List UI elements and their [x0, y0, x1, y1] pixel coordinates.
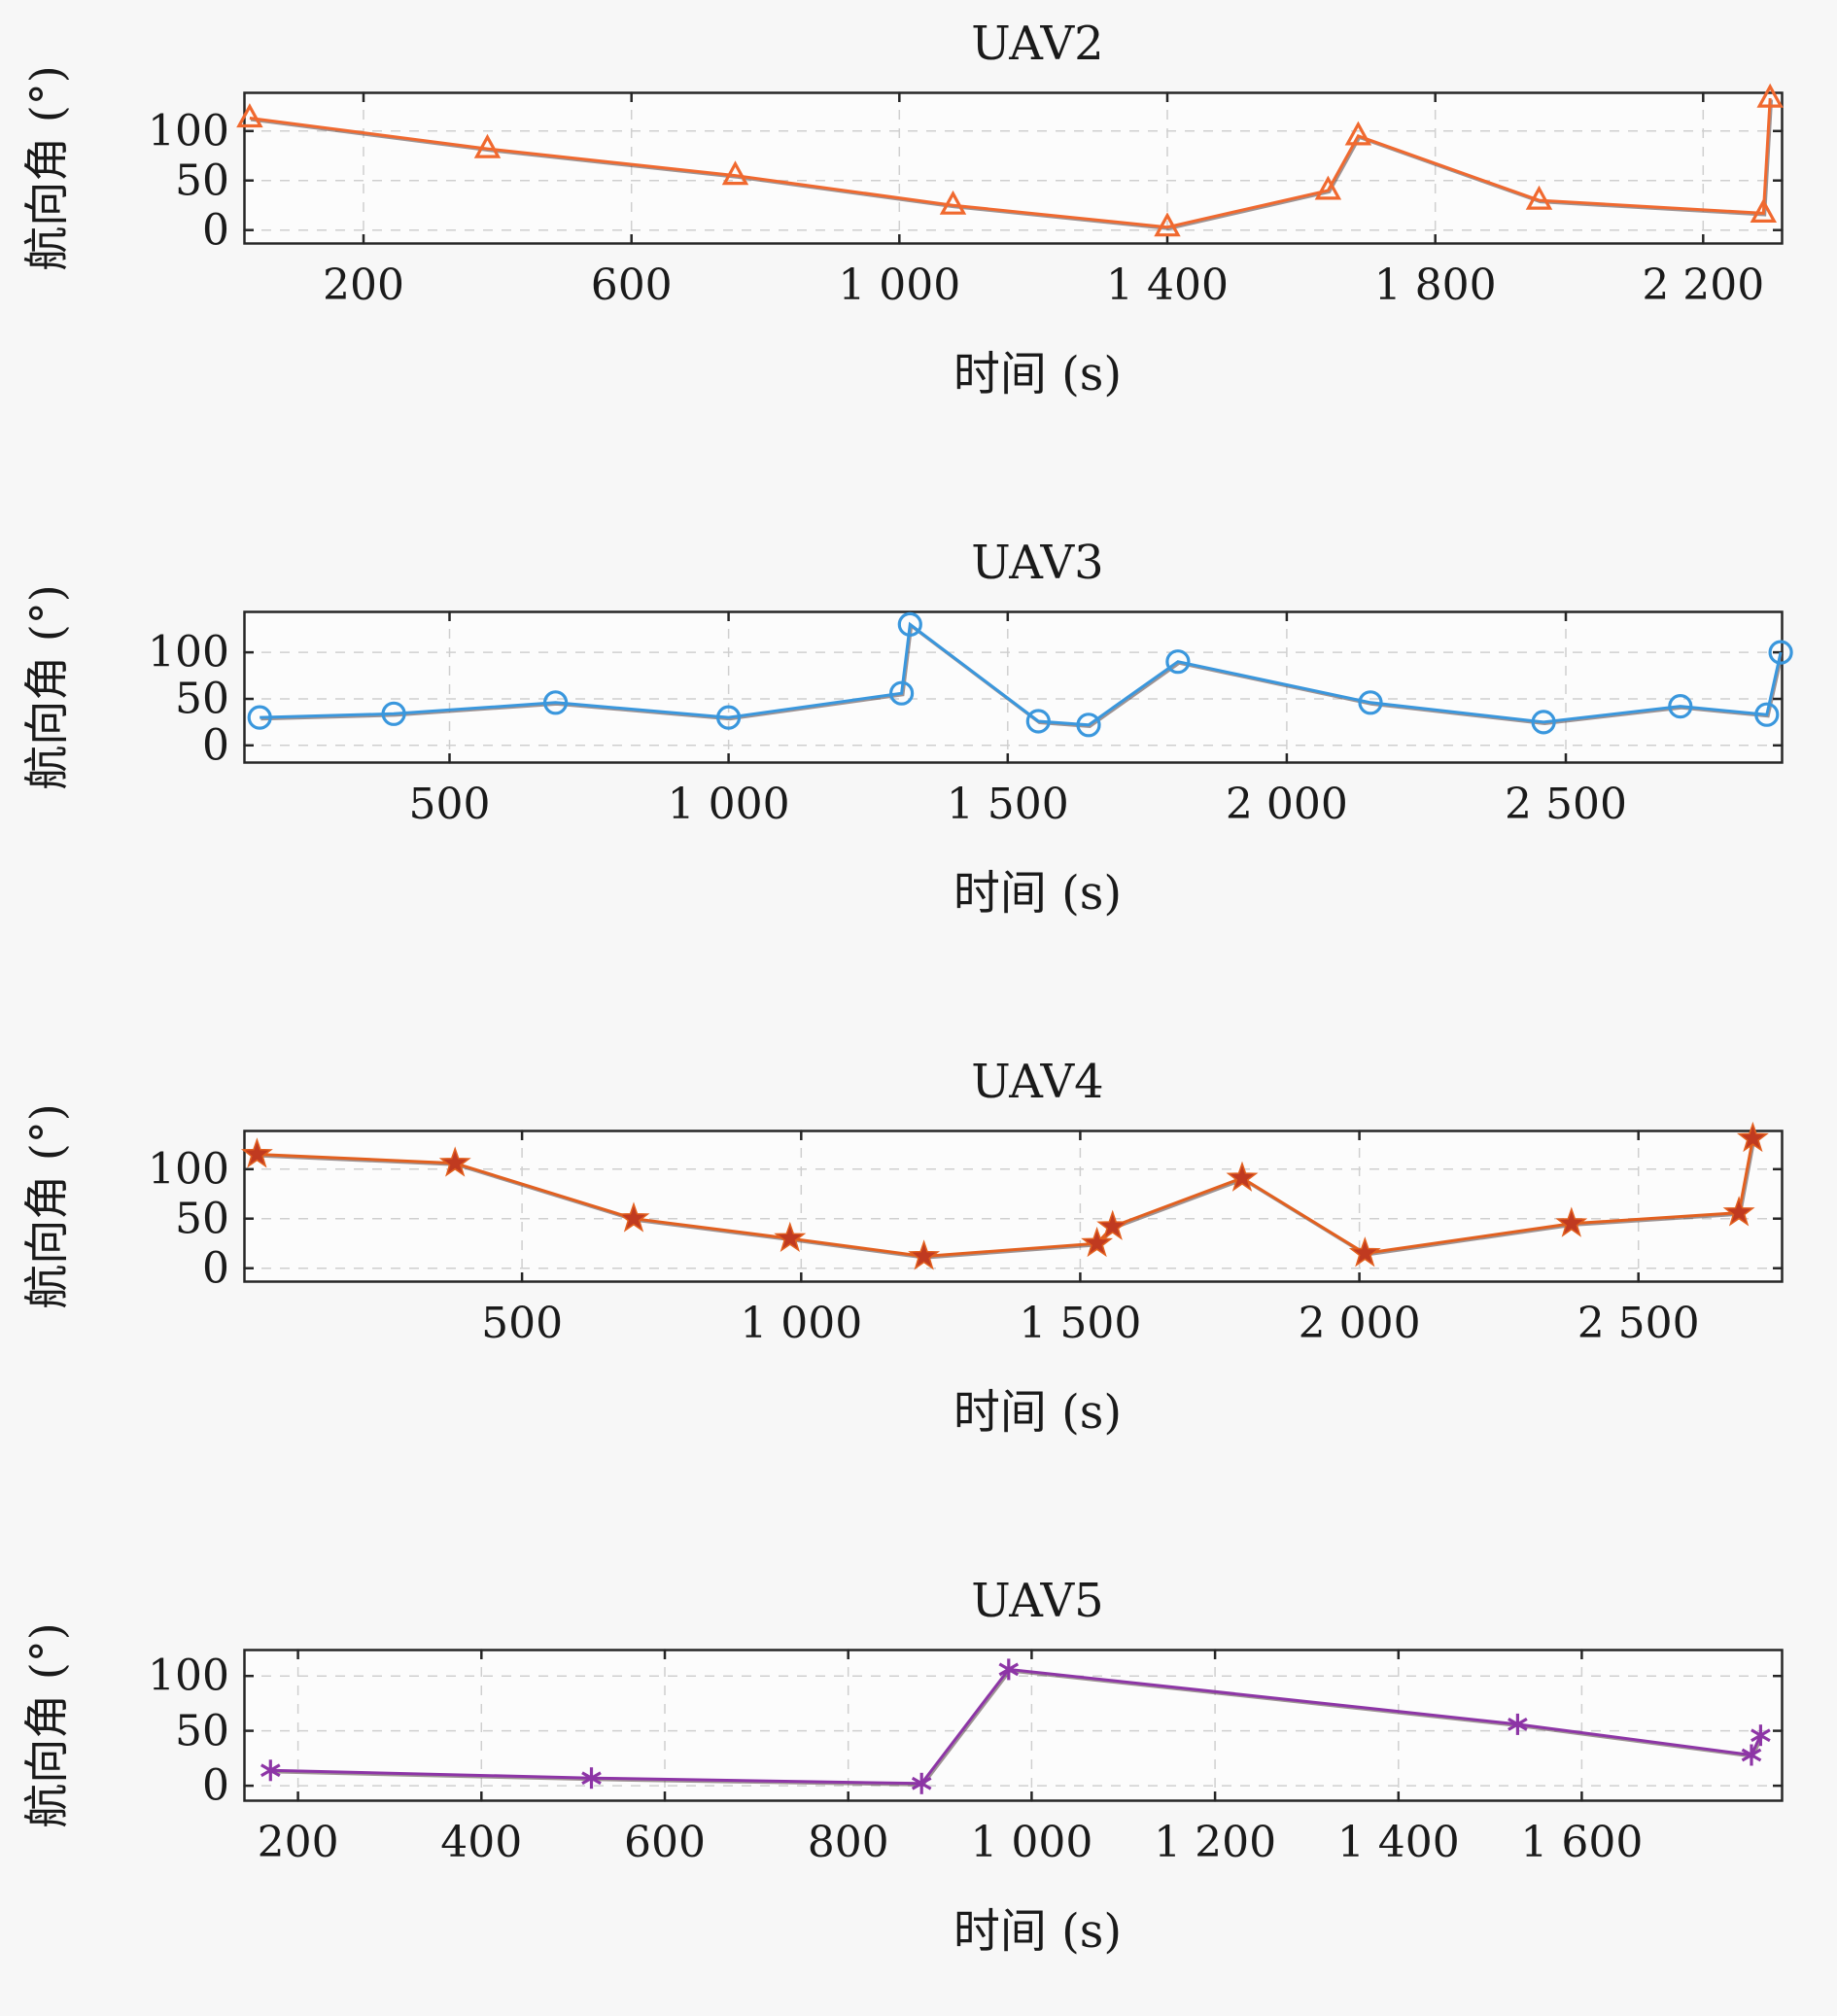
y-tick-label: 0: [202, 720, 229, 771]
plot-row: 航向角 (°) 0 50 100 200 600 1 000 1 400 1 800 2 20…: [0, 65, 1837, 317]
x-axis-label: 时间 (s): [953, 347, 1123, 401]
chart-uav4: UAV4 航向角 (°) 0 50 100 500 1 000 1 500 2 000 2 …: [0, 1054, 1837, 1557]
y-tick-label: 50: [175, 674, 229, 724]
plot-row: 航向角 (°) 0 50 100 500 1 000 1 500 2 000 2 500: [0, 584, 1837, 836]
x-tick-labels: 200 600 1 000 1 400 1 800 2 200: [243, 261, 1784, 317]
x-tick-label: 1 600: [1520, 1818, 1644, 1867]
y-tick-label: 50: [175, 1706, 229, 1756]
x-tick-label: 600: [590, 261, 673, 310]
chart-uav5: UAV5 航向角 (°) 0 50 100 200 400 600 800 1 000 1 2…: [0, 1573, 1837, 2016]
plot-row: 航向角 (°) 0 50 100 200 400 600 800 1 000 1 200 1 4…: [0, 1622, 1837, 1874]
plot-row: 航向角 (°) 0 50 100 500 1 000 1 500 2 000 2 500: [0, 1103, 1837, 1355]
x-tick-label: 1 000: [740, 1299, 863, 1348]
x-tick-label: 1 500: [1019, 1299, 1142, 1348]
x-tick-labels: 500 1 000 1 500 2 000 2 500: [243, 780, 1784, 836]
plot-wrap: 200 400 600 800 1 000 1 200 1 400 1 600: [243, 1649, 1784, 1874]
x-tick-label: 200: [323, 261, 404, 310]
y-tick-label: 100: [148, 106, 229, 156]
x-tick-label: 200: [257, 1818, 339, 1867]
chart-title-uav5: UAV5: [971, 1574, 1104, 1628]
y-tick-label: 100: [148, 1144, 229, 1195]
x-tick-label: 2 000: [1225, 780, 1348, 829]
y-tick-labels: 0 50 100: [87, 91, 243, 255]
y-axis-label: 航向角 (°): [0, 65, 87, 271]
plot-wrap: 500 1 000 1 500 2 000 2 500: [243, 610, 1793, 836]
chart-uav2: UAV2 航向角 (°) 0 50 100 200 600 1 000 1 400 1 80…: [0, 16, 1837, 519]
x-tick-label: 500: [481, 1299, 564, 1348]
x-tick-label: 1 400: [1106, 261, 1229, 310]
y-axis-label-text: 航向角 (°): [20, 1622, 73, 1828]
chart-title-uav4: UAV4: [971, 1055, 1104, 1109]
plot-wrap: 200 600 1 000 1 400 1 800 2 200: [236, 83, 1784, 317]
plot-wrap: 500 1 000 1 500 2 000 2 500: [240, 1121, 1784, 1355]
y-tick-labels: 0 50 100: [87, 1649, 243, 1811]
x-tick-label: 800: [807, 1818, 889, 1867]
plot-canvas-uav2: [236, 83, 1784, 245]
y-tick-labels: 0 50 100: [87, 610, 243, 771]
y-tick-label: 50: [175, 156, 229, 206]
y-axis-label: 航向角 (°): [0, 1103, 87, 1309]
x-tick-label: 2 000: [1298, 1299, 1421, 1348]
x-tick-label: 2 500: [1505, 780, 1627, 829]
x-tick-labels: 200 400 600 800 1 000 1 200 1 400 1 600: [243, 1818, 1784, 1874]
x-tick-label: 1 000: [667, 780, 790, 829]
y-tick-label: 0: [202, 1243, 229, 1294]
x-tick-label: 400: [440, 1818, 523, 1867]
plot-canvas-uav5: [243, 1649, 1784, 1802]
x-tick-label: 1 400: [1336, 1818, 1460, 1867]
y-axis-label: 航向角 (°): [0, 584, 87, 790]
plot-canvas-uav3: [243, 610, 1793, 764]
y-tick-label: 0: [202, 205, 229, 256]
plot-canvas-uav4: [240, 1121, 1784, 1283]
chart-title-uav3: UAV3: [971, 536, 1104, 590]
x-axis-label: 时间 (s): [953, 866, 1123, 921]
y-tick-labels: 0 50 100: [87, 1130, 243, 1293]
y-axis-label-text: 航向角 (°): [20, 1103, 73, 1309]
x-tick-label: 2 200: [1642, 261, 1765, 310]
x-tick-label: 500: [408, 780, 491, 829]
x-tick-label: 1 500: [946, 780, 1069, 829]
x-tick-label: 1 000: [838, 261, 961, 310]
chart-title-uav2: UAV2: [971, 17, 1104, 71]
y-axis-label: 航向角 (°): [0, 1622, 87, 1828]
x-tick-label: 1 000: [970, 1818, 1093, 1867]
y-tick-label: 100: [148, 1651, 229, 1701]
x-tick-labels: 500 1 000 1 500 2 000 2 500: [243, 1299, 1784, 1355]
y-axis-label-text: 航向角 (°): [20, 65, 73, 271]
y-tick-label: 50: [175, 1194, 229, 1244]
chart-uav3: UAV3 航向角 (°) 0 50 100 500 1 000 1 500 2 000 2 …: [0, 535, 1837, 1038]
y-tick-label: 0: [202, 1760, 229, 1811]
x-tick-label: 1 200: [1154, 1818, 1277, 1867]
x-tick-label: 2 500: [1577, 1299, 1700, 1348]
x-axis-label: 时间 (s): [953, 1385, 1123, 1440]
x-axis-label: 时间 (s): [953, 1904, 1123, 1959]
y-tick-label: 100: [148, 627, 229, 678]
x-tick-label: 1 800: [1373, 261, 1497, 310]
y-axis-label-text: 航向角 (°): [20, 584, 73, 790]
x-tick-label: 600: [624, 1818, 706, 1867]
